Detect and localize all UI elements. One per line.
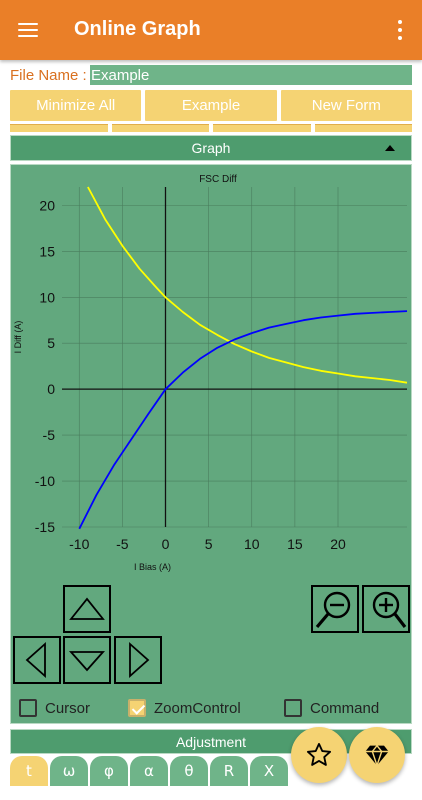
pan-up-button[interactable] xyxy=(63,585,111,633)
arrow-right-icon xyxy=(129,641,150,679)
checkbox-row: Cursor ZoomControl Command xyxy=(11,695,411,721)
y-tick-label: -5 xyxy=(43,427,56,443)
key-t[interactable]: t xyxy=(10,756,48,786)
minimize-all-button[interactable]: Minimize All xyxy=(10,90,142,121)
key-omega[interactable]: ω xyxy=(50,756,88,786)
y-axis-label: I Diff (A) xyxy=(13,321,23,354)
file-name-label: File Name : xyxy=(10,67,87,84)
checkbox-box-checked[interactable] xyxy=(128,699,146,717)
series-line-1 xyxy=(78,310,408,530)
key-theta[interactable]: θ xyxy=(170,756,208,786)
adjustment-keys: t ω φ α θ R X xyxy=(10,756,412,786)
file-name-input[interactable] xyxy=(90,65,412,85)
x-tick-label: -10 xyxy=(69,536,89,552)
key-alpha[interactable]: α xyxy=(130,756,168,786)
zoom-out-icon xyxy=(315,591,351,629)
key-x[interactable]: X xyxy=(250,756,288,786)
pan-left-button[interactable] xyxy=(13,636,61,684)
x-tick-label: 20 xyxy=(330,536,346,552)
adjustment-title: Adjustment xyxy=(175,734,247,750)
y-tick-label: -10 xyxy=(35,473,55,489)
x-tick-label: -5 xyxy=(116,536,129,552)
favorite-fab[interactable] xyxy=(291,727,347,783)
chart[interactable]: -10 -5 0 5 10 15 20 20 15 10 5 0 -5 -10 -15 FSC Diff I B… xyxy=(11,165,411,585)
hamburger-menu-icon[interactable] xyxy=(10,12,46,48)
key-r[interactable]: R xyxy=(210,756,248,786)
graph-panel-title: Graph xyxy=(191,140,231,156)
collapse-arrow-icon[interactable] xyxy=(385,145,395,151)
command-checkbox[interactable]: Command xyxy=(284,695,379,721)
diamond-icon xyxy=(365,744,389,768)
y-tick-label: 10 xyxy=(39,289,55,305)
zoom-out-button[interactable] xyxy=(311,585,359,633)
pan-right-button[interactable] xyxy=(114,636,162,684)
pan-down-button[interactable] xyxy=(63,636,111,684)
checkbox-label: ZoomControl xyxy=(154,699,241,717)
arrow-down-icon xyxy=(68,651,106,672)
app-bar: Online Graph xyxy=(0,0,422,60)
arrow-up-icon xyxy=(69,597,105,620)
x-tick-label: 5 xyxy=(205,536,213,552)
y-tick-label: 5 xyxy=(47,335,55,351)
collapsed-button[interactable] xyxy=(314,124,412,132)
zoom-control-checkbox[interactable]: ZoomControl xyxy=(128,695,241,721)
graph-panel: -10 -5 0 5 10 15 20 20 15 10 5 0 -5 -10 -15 FSC Diff I B… xyxy=(10,164,412,724)
key-phi[interactable]: φ xyxy=(90,756,128,786)
y-tick-label: 15 xyxy=(39,243,55,259)
example-button[interactable]: Example xyxy=(145,90,277,121)
checkbox-label: Command xyxy=(310,699,380,717)
series-line-0 xyxy=(87,186,408,384)
graph-panel-header[interactable]: Graph xyxy=(10,135,412,161)
x-tick-label: 10 xyxy=(244,536,260,552)
cursor-checkbox[interactable]: Cursor xyxy=(19,695,90,721)
x-axis-label: I Bias (A) xyxy=(134,562,171,572)
star-icon xyxy=(306,742,332,766)
collapsed-button[interactable] xyxy=(10,124,108,132)
collapsed-button[interactable] xyxy=(213,124,311,132)
action-button-row: Minimize All Example New Form xyxy=(10,90,412,121)
y-tick-label: 0 xyxy=(47,381,55,397)
zoom-in-button[interactable] xyxy=(362,585,410,633)
x-tick-label: 15 xyxy=(287,536,303,552)
y-tick-label: 20 xyxy=(39,197,55,213)
checkbox-box[interactable] xyxy=(284,699,302,717)
file-name-row: File Name : xyxy=(10,64,412,86)
premium-fab[interactable] xyxy=(349,727,405,783)
chart-title: FSC Diff xyxy=(199,174,237,185)
collapsed-button-strip xyxy=(10,124,412,132)
checkbox-box[interactable] xyxy=(19,699,37,717)
collapsed-button[interactable] xyxy=(111,124,209,132)
arrow-left-icon xyxy=(25,641,46,679)
zoom-in-icon xyxy=(372,591,407,628)
more-vert-icon[interactable] xyxy=(386,14,414,46)
y-tick-label: -15 xyxy=(35,519,55,535)
new-form-button[interactable]: New Form xyxy=(280,90,412,121)
checkbox-label: Cursor xyxy=(45,699,91,717)
app-title: Online Graph xyxy=(74,18,201,40)
x-tick-label: 0 xyxy=(162,536,170,552)
